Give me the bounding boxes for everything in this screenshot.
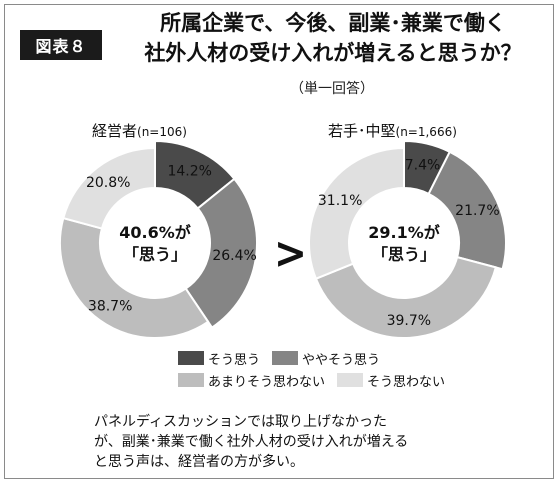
chart-1-value-label-1: 14.2% bbox=[167, 163, 211, 179]
chart-1-label: 経営者(n=106) bbox=[92, 120, 187, 141]
legend-swatch bbox=[178, 351, 204, 365]
chart-1-slice-4 bbox=[62, 146, 156, 230]
legend-label: ややそう思う bbox=[302, 352, 381, 368]
legend-item-soo-omou: そう思う bbox=[178, 349, 260, 368]
legend-item-soo-omowanai: そう思わない bbox=[337, 371, 445, 390]
chart-2-value-label-4: 31.1% bbox=[318, 193, 362, 209]
footnote-line-1: パネルディスカッションでは取り上げなかった bbox=[94, 414, 388, 430]
legend-label: あまりそう思わない bbox=[208, 374, 326, 390]
chart-1-slice-2 bbox=[184, 177, 258, 329]
chart-2-label: 若手･中堅(n=1,666) bbox=[328, 120, 457, 141]
chart-1-n: (n=106) bbox=[137, 125, 187, 139]
footnote: パネルディスカッションでは取り上げなかった が、副業･兼業で働く社外人材の受け入… bbox=[94, 412, 514, 472]
chart-2-value-label-2: 21.7% bbox=[455, 203, 499, 219]
chart-title: 所属企業で、今後、副業･兼業で働く 社外人材の受け入れが増えると思うか？ bbox=[118, 8, 548, 68]
chart-1-center-line-2: 「思う」 bbox=[122, 245, 187, 264]
chart-2-value-label-1: 7.4% bbox=[405, 158, 441, 174]
legend-swatch bbox=[178, 373, 204, 387]
chart-1-center-text: 40.6%が 「思う」 bbox=[105, 222, 205, 266]
chart-1-value-label-2: 26.4% bbox=[212, 248, 256, 264]
title-line-2: 社外人材の受け入れが増えると思うか？ bbox=[144, 41, 522, 65]
chart-2-center-line-1: 29.1%が bbox=[368, 223, 440, 242]
chart-1-title: 経営者 bbox=[92, 122, 138, 140]
chart-1-value-label-3: 38.7% bbox=[88, 299, 132, 315]
chart-2-n: (n=1,666) bbox=[395, 125, 457, 139]
figure-frame bbox=[4, 4, 554, 479]
legend-label: そう思う bbox=[208, 352, 261, 368]
chart-2-slice-3 bbox=[314, 255, 498, 339]
chart-subtitle: （単一回答） bbox=[290, 81, 374, 97]
legend-item-amari-soo-omowanai: あまりそう思わない bbox=[178, 371, 325, 390]
chart-2-slice-2 bbox=[427, 150, 507, 271]
legend: そう思う ややそう思う あまりそう思わない そう思わない bbox=[178, 347, 468, 391]
footnote-line-2: が、副業･兼業で働く社外人材の受け入れが増える bbox=[94, 434, 409, 450]
legend-item-yaya-soo-omou: ややそう思う bbox=[272, 349, 380, 368]
greater-than-sign: > bbox=[273, 228, 308, 279]
chart-1-slice-3 bbox=[59, 216, 210, 339]
legend-swatch bbox=[337, 373, 364, 387]
chart-2-center-line-2: 「思う」 bbox=[371, 245, 436, 264]
chart-2-center-text: 29.1%が 「思う」 bbox=[354, 222, 454, 266]
chart-1-value-label-4: 20.8% bbox=[86, 175, 130, 191]
title-line-1: 所属企業で、今後、副業･兼業で働く bbox=[160, 11, 506, 35]
figure-number-badge: 図表８ bbox=[20, 30, 102, 60]
chart-2-value-label-3: 39.7% bbox=[387, 313, 431, 329]
legend-swatch bbox=[272, 351, 299, 365]
footnote-line-3: と思う声は、経営者の方が多い。 bbox=[94, 454, 304, 470]
legend-label: そう思わない bbox=[367, 374, 446, 390]
chart-2-slice-4 bbox=[308, 146, 405, 281]
chart-1-center-line-1: 40.6%が bbox=[119, 223, 191, 242]
chart-2-title: 若手･中堅 bbox=[328, 122, 396, 140]
